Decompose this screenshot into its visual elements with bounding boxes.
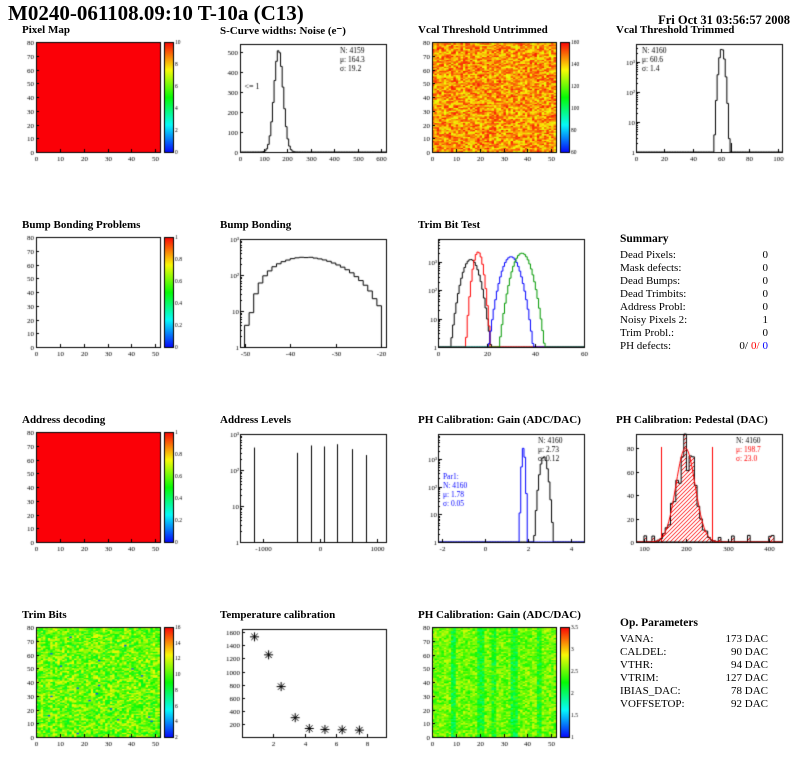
address-decoding-canvas — [10, 428, 200, 560]
summary-label: Dead Bumps: — [620, 275, 681, 287]
address-levels-canvas — [208, 428, 398, 560]
op-parameters-rows: VANA: 173 DAC CALDEL: 90 DAC VTHR: 94 DAC V… — [620, 633, 768, 711]
trim-bit-test-canvas — [406, 233, 596, 365]
op-parameter-row: VOFFSETOP: 92 DAC — [620, 698, 768, 711]
panel-address-levels: Address Levels — [208, 414, 398, 560]
summary-value: 0 — [762, 301, 769, 313]
op-parameter-label: VANA: — [620, 633, 654, 645]
summary-label: Dead Trimbits: — [620, 288, 687, 300]
bump-bonding-canvas — [208, 233, 398, 365]
panel-title: Temperature calibration — [220, 609, 336, 621]
panel-ph-pedestal: PH Calibration: Pedestal (DAC) — [604, 414, 794, 560]
scurve-noise-canvas — [208, 38, 398, 170]
op-parameter-value: 92 DAC — [731, 698, 768, 710]
summary-row-ph-defects: PH defects: 0/0/0 — [620, 340, 768, 353]
op-parameter-row: IBIAS_DAC: 78 DAC — [620, 685, 768, 698]
panel-vcal-trimmed: Vcal Threshold Trimmed — [604, 24, 794, 170]
op-parameter-row: CALDEL: 90 DAC — [620, 646, 768, 659]
panel-trim-bit-test: Trim Bit Test — [406, 219, 596, 365]
summary-panel: Summary Dead Pixels: 0 Mask defects: 0 Dea… — [604, 233, 794, 353]
summary-row: Dead Bumps: 0 — [620, 275, 768, 288]
ph-defect-value: 0/ — [750, 340, 760, 352]
page-title: M0240-061108.09:10 T-10a (C13) — [8, 1, 304, 25]
op-parameter-label: CALDEL: — [620, 646, 667, 658]
op-parameter-label: VTRIM: — [620, 672, 659, 684]
bump-problems-canvas — [10, 233, 200, 365]
summary-label: Mask defects: — [620, 262, 682, 274]
panel-title: S-Curve widths: Noise (e⁻) — [220, 25, 346, 37]
summary-label: PH defects: — [620, 340, 672, 352]
ph-pedestal-canvas — [604, 428, 794, 560]
summary-value: 0 — [762, 249, 769, 261]
summary-label: Noisy Pixels 2: — [620, 314, 688, 326]
op-parameter-value: 94 DAC — [731, 659, 768, 671]
summary-value: 0 — [762, 327, 769, 339]
op-parameter-row: VTRIM: 127 DAC — [620, 672, 768, 685]
panel-bump-bonding: Bump Bonding — [208, 219, 398, 365]
panel-title: Address Levels — [220, 414, 291, 426]
summary-value: 0 — [762, 288, 769, 300]
op-parameter-label: VTHR: — [620, 659, 653, 671]
summary-label: Trim Probl.: — [620, 327, 675, 339]
panel-title: PH Calibration: Gain (ADC/DAC) — [418, 609, 581, 621]
op-parameter-row: VANA: 173 DAC — [620, 633, 768, 646]
op-parameter-label: IBIAS_DAC: — [620, 685, 681, 697]
summary-value: 1 — [762, 314, 769, 326]
vcal-untrimmed-canvas — [406, 38, 596, 170]
op-parameter-row: VTHR: 94 DAC — [620, 659, 768, 672]
summary-row: Dead Pixels: 0 — [620, 249, 768, 262]
op-parameters-title: Op. Parameters — [620, 617, 698, 629]
panel-title: PH Calibration: Gain (ADC/DAC) — [418, 414, 581, 426]
panel-title: Trim Bit Test — [418, 219, 481, 231]
op-parameter-value: 127 DAC — [725, 672, 768, 684]
summary-label: Dead Pixels: — [620, 249, 676, 261]
summary-label: Address Probl: — [620, 301, 686, 313]
panel-title: Vcal Threshold Untrimmed — [418, 24, 548, 36]
summary-title: Summary — [620, 233, 669, 245]
panel-title: Pixel Map — [22, 24, 70, 36]
ph-gain-map-canvas — [406, 623, 596, 755]
panel-ph-gain-hist: PH Calibration: Gain (ADC/DAC) — [406, 414, 596, 560]
summary-value: 0 — [762, 275, 769, 287]
panel-title: Bump Bonding — [220, 219, 292, 231]
panel-title: PH Calibration: Pedestal (DAC) — [616, 414, 768, 426]
summary-row: Dead Trimbits: 0 — [620, 288, 768, 301]
panel-address-decoding: Address decoding — [10, 414, 200, 560]
op-parameters-panel: Op. Parameters VANA: 173 DAC CALDEL: 90 DA… — [604, 617, 794, 711]
panel-title: Trim Bits — [22, 609, 67, 621]
ph-defects-values: 0/0/0 — [736, 340, 768, 353]
ph-defect-value: 0 — [762, 340, 769, 352]
vcal-trimmed-canvas — [604, 38, 794, 170]
op-parameter-value: 90 DAC — [731, 646, 768, 658]
panel-scurve-noise: S-Curve widths: Noise (e⁻) — [208, 24, 398, 170]
summary-row: Noisy Pixels 2: 1 — [620, 314, 768, 327]
pixel-map-canvas — [10, 38, 200, 170]
trim-bits-map-canvas — [10, 623, 200, 755]
panel-pixel-map: Pixel Map — [10, 24, 200, 170]
panel-title: Vcal Threshold Trimmed — [616, 24, 735, 36]
temperature-calibration-canvas — [208, 623, 398, 755]
panel-temperature-calibration: Temperature calibration — [208, 609, 398, 755]
panel-vcal-untrimmed: Vcal Threshold Untrimmed — [406, 24, 596, 170]
panel-title: Address decoding — [22, 414, 106, 426]
summary-rows: Dead Pixels: 0 Mask defects: 0 Dead Bumps:… — [620, 249, 768, 353]
ph-defect-value: 0/ — [739, 340, 748, 352]
panel-bump-problems: Bump Bonding Problems — [10, 219, 200, 365]
summary-row: Trim Probl.: 0 — [620, 327, 768, 340]
ph-gain-hist-canvas — [406, 428, 596, 560]
op-parameter-value: 173 DAC — [725, 633, 768, 645]
summary-row: Mask defects: 0 — [620, 262, 768, 275]
op-parameter-label: VOFFSETOP: — [620, 698, 685, 710]
report-date: Fri Oct 31 03:56:57 2008 — [658, 13, 790, 27]
summary-row: Address Probl: 0 — [620, 301, 768, 314]
op-parameter-value: 78 DAC — [731, 685, 768, 697]
panel-ph-gain-map: PH Calibration: Gain (ADC/DAC) — [406, 609, 596, 755]
panel-trim-bits-map: Trim Bits — [10, 609, 200, 755]
summary-value: 0 — [762, 262, 769, 274]
panel-title: Bump Bonding Problems — [22, 219, 141, 231]
